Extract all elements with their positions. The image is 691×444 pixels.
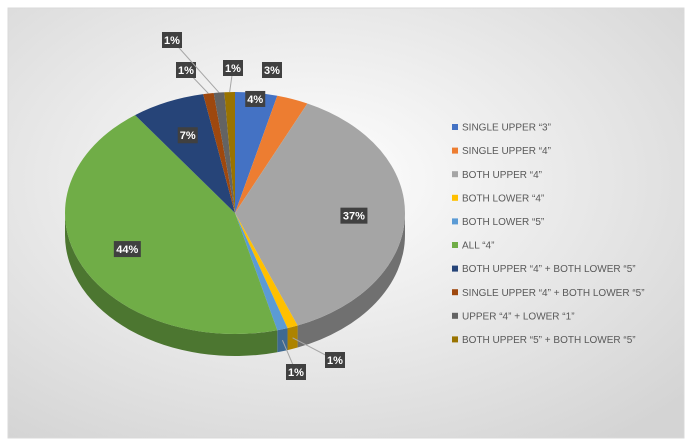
slice: [235, 95, 308, 213]
slice: [65, 115, 278, 334]
slice-side: [287, 325, 298, 351]
label-box: [245, 90, 266, 107]
legend-label: BOTH UPPER “4” + BOTH LOWER “5”: [462, 264, 636, 275]
legend-swatch: [452, 336, 458, 343]
data-label: 1%: [288, 367, 304, 379]
data-label: 3%: [264, 65, 280, 77]
data-label: 1%: [178, 65, 194, 77]
legend-label: SINGLE UPPER “3”: [462, 123, 551, 134]
legend-label: SINGLE UPPER “4”: [462, 146, 551, 157]
leader-line: [171, 39, 220, 93]
label-box: [177, 127, 198, 144]
label-box: [340, 207, 368, 224]
data-label: 1%: [164, 35, 180, 47]
label-box: [325, 352, 345, 368]
legend-label: BOTH UPPER “4”: [462, 170, 542, 181]
data-label: 4%: [247, 94, 263, 106]
legend-label: BOTH LOWER “5”: [462, 217, 544, 228]
slice: [235, 103, 405, 326]
legend-swatch: [452, 312, 458, 319]
label-box: [113, 241, 141, 258]
slice-side: [65, 213, 278, 356]
slice: [235, 213, 298, 329]
label-box: [286, 364, 306, 380]
legend-swatch: [452, 147, 458, 154]
legend-swatch: [452, 218, 458, 225]
legend-label: UPPER “4” + LOWER “1”: [462, 311, 575, 322]
data-label: 44%: [116, 244, 138, 256]
slice: [224, 92, 235, 213]
slice: [135, 94, 235, 213]
data-label: 1%: [225, 63, 241, 75]
legend-swatch: [452, 194, 458, 201]
slice: [213, 92, 235, 213]
legend-swatch: [452, 265, 458, 272]
data-label: 37%: [343, 211, 365, 223]
label-box: [262, 62, 282, 78]
legend-label: ALL “4”: [462, 241, 494, 252]
data-label: 1%: [327, 355, 343, 367]
legend-swatch: [452, 171, 458, 178]
legend-swatch: [452, 124, 458, 130]
label-box: [162, 32, 182, 48]
slice: [203, 92, 235, 213]
legend-swatch: [452, 242, 458, 248]
data-label: 7%: [180, 130, 196, 142]
legend-swatch: [452, 289, 458, 296]
label-box: [176, 62, 196, 78]
legend-label: SINGLE UPPER “4” + BOTH LOWER “5”: [462, 288, 645, 299]
slice: [235, 92, 278, 213]
legend-label: BOTH LOWER “4”: [462, 193, 544, 204]
legend-label: BOTH UPPER “5” + BOTH LOWER “5”: [462, 335, 636, 346]
slice-side: [297, 213, 405, 348]
slice: [235, 213, 288, 331]
label-box: [223, 60, 243, 76]
